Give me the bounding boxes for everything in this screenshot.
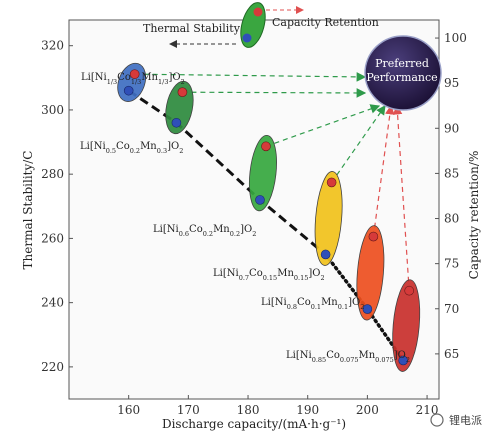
thermal-point	[123, 85, 134, 96]
x-tick-label: 200	[356, 403, 379, 417]
retention-point	[177, 87, 188, 97]
thermal-point	[398, 355, 408, 366]
x-tick-label: 210	[416, 403, 439, 417]
retention-arrow	[182, 88, 367, 98]
watermark: 锂电派	[430, 413, 482, 427]
retention-point	[261, 141, 271, 152]
watermark-text: 锂电派	[449, 413, 482, 427]
retention-arrow	[134, 72, 367, 82]
preferred-performance-target: Preferred Performance	[364, 35, 442, 111]
legend-capacity-text: Capacity Retention	[272, 16, 379, 29]
material-ellipse	[392, 279, 421, 372]
watermark-icon	[430, 413, 444, 427]
y-axis-right-label: Capacity retention/%	[467, 151, 481, 280]
y-right-tick-label: 100	[444, 31, 467, 45]
material-ellipse	[248, 134, 277, 212]
target-ellipse	[364, 35, 442, 111]
y-right-tick-label: 95	[444, 76, 459, 90]
x-tick-label: 180	[237, 403, 260, 417]
retention-arrow	[392, 104, 410, 291]
legend: Capacity Retention Thermal Stability	[143, 2, 379, 48]
label-layer: Li[Ni1/3Co1/3Mn1/3]O2 Li[Ni0.5Co0.2Mn0.3]…	[80, 72, 410, 364]
retention-point	[368, 231, 379, 242]
legend-capacity-dot	[253, 7, 263, 17]
thermal-trend-dashed	[127, 89, 327, 256]
material-label: Li[Ni0.6Co0.2Mn0.2]O2	[153, 224, 256, 238]
retention-point	[326, 177, 337, 188]
arrow-layer	[134, 72, 410, 291]
mark-layer	[117, 62, 421, 372]
y-left-tick-label: 320	[41, 39, 64, 53]
y-right-tick-label: 75	[444, 257, 459, 271]
x-axis-label: Discharge capacity/(mA·h·g⁻¹)	[162, 417, 346, 431]
material-label: Li[Ni0.8Co0.1Mn0.1]O2	[261, 297, 364, 311]
y-left-tick-label: 280	[41, 167, 64, 181]
y-right-tick-label: 70	[444, 302, 459, 316]
material-ellipse	[314, 171, 343, 266]
y-right-tick-label: 85	[444, 166, 459, 180]
material-label: Li[Ni0.7Co0.15Mn0.15]O2	[213, 268, 325, 282]
retention-arrow	[265, 104, 381, 147]
x-tick-label: 170	[177, 403, 200, 417]
y-left-tick-label: 240	[41, 296, 64, 310]
thermal-point	[320, 249, 331, 260]
y-right-tick-label: 65	[444, 347, 459, 361]
y-axis-left-label: Thermal Stability/C	[21, 151, 35, 270]
retention-arrow	[331, 105, 386, 183]
target-label-line1: Preferred	[375, 57, 429, 70]
y-left-tick-label: 220	[41, 360, 64, 374]
tick-layer: 160 170 180 190 200 210 220 240 260 280 300 320 65 70…	[41, 31, 467, 417]
y-left-tick-label: 260	[41, 231, 64, 245]
material-ellipse	[356, 225, 385, 321]
retention-point	[404, 285, 414, 296]
target-label-line2: Performance	[366, 71, 437, 84]
y-right-tick-label: 90	[444, 121, 459, 135]
retention-arrow	[372, 104, 395, 237]
thermal-point	[362, 304, 373, 314]
thermal-point	[171, 117, 182, 128]
y-left-tick-label: 300	[41, 103, 64, 117]
thermal-point	[255, 195, 265, 205]
material-label: Li[Ni1/3Co1/3Mn1/3]O2	[81, 72, 185, 86]
legend-thermal-dot	[242, 33, 252, 43]
material-label: Li[Ni0.85Co0.075Mn0.075]O2	[286, 350, 410, 364]
legend-thermal-text: Thermal Stability	[143, 22, 241, 35]
x-tick-label: 190	[296, 403, 319, 417]
y-right-tick-label: 80	[444, 212, 459, 226]
x-tick-label: 160	[117, 403, 140, 417]
retention-point	[129, 69, 140, 79]
material-label: Li[Ni0.5Co0.2Mn0.3]O2	[80, 141, 183, 155]
